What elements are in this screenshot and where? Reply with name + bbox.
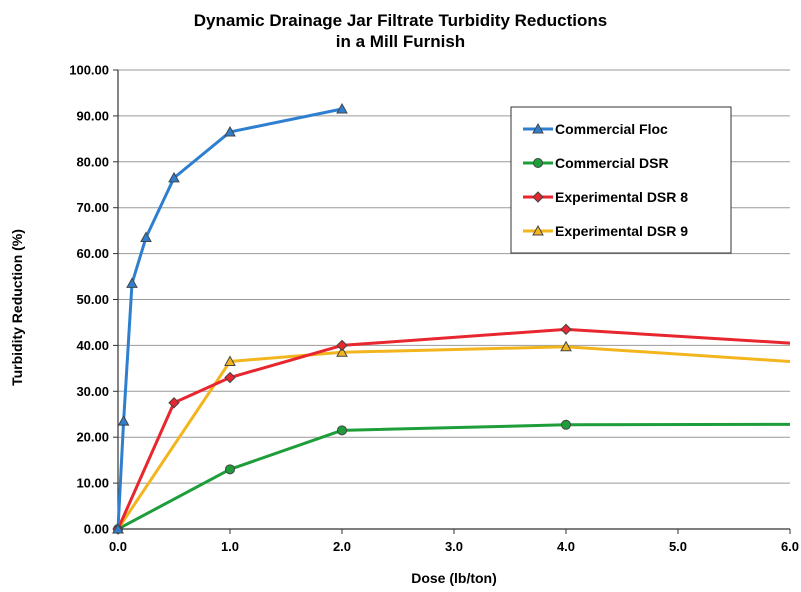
- legend-item-commercial-floc: Commercial Floc: [523, 121, 668, 137]
- data-point-commercial-floc: [224, 125, 236, 137]
- data-point-commercial-dsr: [225, 464, 235, 475]
- series-commercial-dsr: [113, 419, 791, 534]
- data-point-experimental-dsr-9: [560, 340, 572, 352]
- x-axis-label: Dose (lb/ton): [411, 570, 497, 586]
- y-tick-label: 100.00: [69, 63, 109, 78]
- y-tick-label: 0.00: [84, 522, 109, 537]
- legend-label: Experimental DSR 9: [555, 223, 688, 239]
- x-tick-label: 2.0: [333, 539, 351, 554]
- data-point-experimental-dsr-8: [560, 323, 572, 336]
- y-tick-label: 40.00: [76, 338, 109, 353]
- x-tick-label: 3.0: [445, 539, 463, 554]
- x-tick-label: 1.0: [221, 539, 239, 554]
- legend-item-commercial-dsr: Commercial DSR: [523, 155, 669, 171]
- data-point-commercial-floc: [126, 277, 138, 288]
- x-tick-label: 5.0: [669, 539, 687, 554]
- series-line-commercial-dsr: [117, 422, 791, 531]
- legend-label: Commercial Floc: [555, 121, 668, 137]
- y-tick-label: 70.00: [76, 200, 109, 215]
- data-point-experimental-dsr-9: [224, 355, 236, 366]
- series-line-experimental-dsr-8: [116, 327, 791, 530]
- data-point-commercial-floc: [336, 102, 348, 114]
- legend-label: Commercial DSR: [555, 155, 669, 171]
- data-point-commercial-floc: [140, 231, 152, 243]
- y-axis-label: Turbidity Reduction (%): [9, 229, 25, 386]
- y-tick-labels: 0.00 10.00 20.00 30.00 40.00 50.00 60.00 70.00 8…: [69, 63, 109, 537]
- y-tick-label: 90.00: [76, 108, 109, 123]
- x-tick-label: 4.0: [557, 539, 575, 554]
- legend-marker: [532, 224, 544, 236]
- legend-item-experimental-dsr-9: Experimental DSR 9: [523, 223, 688, 239]
- y-tick-label: 80.00: [76, 154, 109, 169]
- y-tick-label: 30.00: [76, 384, 109, 399]
- x-tick-label: 0.0: [109, 539, 127, 554]
- series-line-experimental-dsr-9: [116, 345, 791, 530]
- y-tick-label: 50.00: [76, 292, 109, 307]
- x-tick-label: 6.0: [781, 539, 799, 554]
- data-point-experimental-dsr-8: [336, 339, 348, 352]
- series-lines: [112, 102, 791, 535]
- y-tick-label: 10.00: [76, 476, 109, 491]
- legend-marker: [532, 191, 544, 203]
- chart-title: Dynamic Drainage Jar Filtrate Turbidity …: [0, 10, 801, 52]
- data-point-commercial-floc: [168, 171, 180, 183]
- data-point-experimental-dsr-9: [336, 346, 348, 357]
- legend-marker: [532, 122, 544, 134]
- data-point-commercial-floc: [117, 415, 130, 426]
- data-point-commercial-dsr: [561, 419, 571, 430]
- chart-title-line-2: in a Mill Furnish: [335, 32, 466, 51]
- legend: Commercial Floc Commercial DSR Experimenta…: [510, 106, 732, 254]
- legend-marker: [533, 158, 543, 168]
- y-tick-label: 60.00: [76, 246, 109, 261]
- legend-label: Experimental DSR 8: [555, 189, 688, 205]
- data-point-experimental-dsr-8: [224, 371, 236, 384]
- chart-title-line-1: Dynamic Drainage Jar Filtrate Turbidity …: [193, 11, 608, 30]
- legend-item-experimental-dsr-8: Experimental DSR 8: [523, 189, 688, 205]
- legend-box: [510, 106, 732, 254]
- data-point-commercial-dsr: [337, 425, 347, 436]
- series-commercial-floc: [112, 102, 348, 534]
- data-point-experimental-dsr-8: [168, 397, 180, 409]
- series-experimental-dsr-8: [112, 323, 791, 535]
- y-tick-label: 20.00: [76, 430, 109, 445]
- x-tick-labels: 0.0 1.0 2.0 3.0 4.0 5.0 6.0: [109, 539, 799, 554]
- data-point-commercial-floc: [112, 522, 124, 534]
